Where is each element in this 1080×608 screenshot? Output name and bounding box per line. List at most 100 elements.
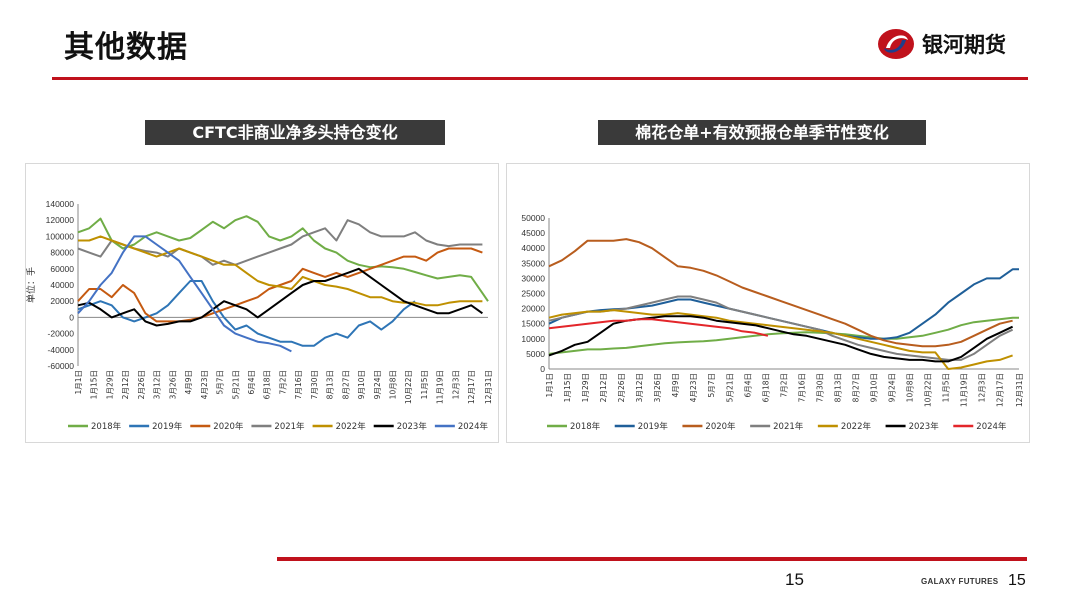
- brand-footer: GALAXY FUTURES: [921, 577, 999, 586]
- series-line-2019年: [77, 280, 416, 347]
- y-tick-label: 60000: [50, 264, 74, 274]
- x-tick-label: 1月15日: [563, 373, 572, 402]
- series-line-2023年: [548, 315, 1014, 363]
- x-tick-label: 8月13日: [833, 373, 842, 402]
- series-line-2021年: [548, 295, 1014, 361]
- x-tick-label: 9月24日: [373, 370, 382, 399]
- x-tick-label: 2月26日: [137, 370, 146, 399]
- chart-panel-cftc: 140000 120000 100000 80000 60000 40000 20000 0 -…: [25, 163, 499, 443]
- galaxy-logo-icon: [878, 29, 914, 59]
- y-tick-label: 100000: [46, 231, 75, 241]
- legend-label: 2022年: [841, 421, 872, 432]
- series-line-2023年: [77, 267, 483, 327]
- x-tick-label: 5月21日: [231, 370, 240, 399]
- x-tick-label: 4月23日: [689, 373, 698, 402]
- x-tick-label: 8月27日: [851, 373, 860, 402]
- x-tick-label: 1月1日: [74, 370, 83, 395]
- series-line-2022年: [78, 235, 483, 307]
- x-tick-label: 9月24日: [888, 373, 897, 402]
- x-tick-label: 12月3日: [451, 370, 460, 399]
- legend-label: 2019年: [152, 421, 183, 432]
- legend-label: 2020年: [705, 421, 736, 432]
- x-tick-label: 2月12日: [599, 373, 608, 402]
- legend-label: 2018年: [91, 421, 122, 432]
- x-tick-label: 7月16日: [294, 370, 303, 399]
- page-title: 其他数据: [64, 30, 188, 65]
- y-tick-label: 5000: [526, 349, 545, 359]
- x-tick-label: 11月19日: [436, 370, 445, 404]
- cftc-chart: 140000 120000 100000 80000 60000 40000 20000 0 -…: [26, 199, 493, 432]
- y-axis-label: 单位：手: [26, 267, 37, 303]
- x-tick-label: 9月10日: [869, 373, 878, 402]
- y-tick-label: 30000: [521, 273, 545, 283]
- x-tick-label: 6月4日: [743, 373, 752, 398]
- x-tick-label: 6月18日: [263, 370, 272, 399]
- y-tick-label: 10000: [521, 334, 545, 344]
- y-tick-label: -60000: [48, 361, 75, 371]
- logo-text: 银河期货: [922, 33, 1006, 57]
- y-axis-label: 单位：张: [507, 275, 508, 311]
- x-tick-label: 4月23日: [200, 370, 209, 399]
- x-tick-label: 2月26日: [617, 373, 626, 402]
- y-tick-label: 25000: [521, 289, 545, 299]
- legend-label: 2021年: [773, 421, 804, 432]
- x-tick-label: 4月9日: [671, 373, 680, 398]
- page-number: 15: [785, 570, 804, 589]
- y-tick-label: 40000: [50, 280, 74, 290]
- legend-label: 2022年: [336, 421, 367, 432]
- x-tick-label: 10月8日: [906, 373, 915, 402]
- x-tick-label: 1月29日: [581, 373, 590, 402]
- x-tick-label: 8月27日: [341, 370, 350, 399]
- series-line-2024年: [77, 235, 292, 353]
- x-tick-label: 11月5日: [420, 370, 429, 399]
- legend-label: 2019年: [638, 421, 669, 432]
- x-tick-label: 12月17日: [467, 370, 476, 404]
- y-tick-label: 0: [69, 312, 74, 322]
- x-tick-label: 10月8日: [389, 370, 398, 399]
- x-tick-label: 9月10日: [357, 370, 366, 399]
- x-tick-label: 12月31日: [484, 370, 493, 404]
- y-tick-label: 50000: [521, 213, 545, 223]
- x-tick-label: 12月31日: [1015, 373, 1024, 407]
- chart-panel-cotton: 50000 45000 40000 35000 30000 25000 20000 15000…: [506, 163, 1030, 443]
- legend-label: 2021年: [274, 421, 305, 432]
- x-tick-label: 7月2日: [779, 373, 788, 398]
- chart-title-cotton: 棉花仓单+有效预报仓单季节性变化: [598, 120, 926, 145]
- legend-label: 2024年: [976, 421, 1007, 432]
- y-tick-label: 20000: [521, 304, 545, 314]
- x-tick-label: 1月15日: [90, 370, 99, 399]
- legend-label: 2023年: [909, 421, 940, 432]
- x-tick-label: 8月13日: [326, 370, 335, 399]
- x-tick-label: 11月5日: [942, 373, 951, 402]
- x-tick-label: 5月7日: [216, 370, 225, 395]
- y-tick-label: 120000: [46, 215, 75, 225]
- x-tick-label: 3月26日: [168, 370, 177, 399]
- x-tick-label: 11月19日: [960, 373, 969, 407]
- legend-label: 2024年: [458, 421, 489, 432]
- header-divider: [52, 77, 1028, 80]
- legend-label: 2020年: [213, 421, 244, 432]
- x-tick-label: 1月29日: [105, 370, 114, 399]
- x-tick-label: 3月12日: [153, 370, 162, 399]
- x-tick-label: 5月7日: [707, 373, 716, 398]
- x-tick-label: 6月18日: [761, 373, 770, 402]
- x-tick-label: 4月9日: [184, 370, 193, 395]
- series-line-2019年: [548, 268, 1019, 340]
- x-tick-label: 12月17日: [996, 373, 1005, 407]
- x-tick-label: 3月12日: [635, 373, 644, 402]
- chart-title-cftc: CFTC非商业净多头持仓变化: [145, 120, 445, 145]
- y-tick-label: 0: [540, 364, 545, 374]
- x-tick-label: 7月16日: [797, 373, 806, 402]
- page-number-right: 15: [1008, 572, 1026, 589]
- legend-label: 2023年: [397, 421, 428, 432]
- brand-logo: 银河期货: [876, 26, 1006, 62]
- y-tick-label: 45000: [521, 228, 545, 238]
- y-tick-label: 20000: [50, 296, 74, 306]
- y-tick-label: -20000: [48, 329, 75, 339]
- x-tick-label: 7月30日: [815, 373, 824, 402]
- series-line-2022年: [548, 309, 1013, 370]
- x-tick-label: 1月1日: [545, 373, 554, 398]
- x-tick-label: 12月3日: [978, 373, 987, 402]
- x-tick-label: 2月12日: [121, 370, 130, 399]
- series-line-2018年: [77, 215, 489, 302]
